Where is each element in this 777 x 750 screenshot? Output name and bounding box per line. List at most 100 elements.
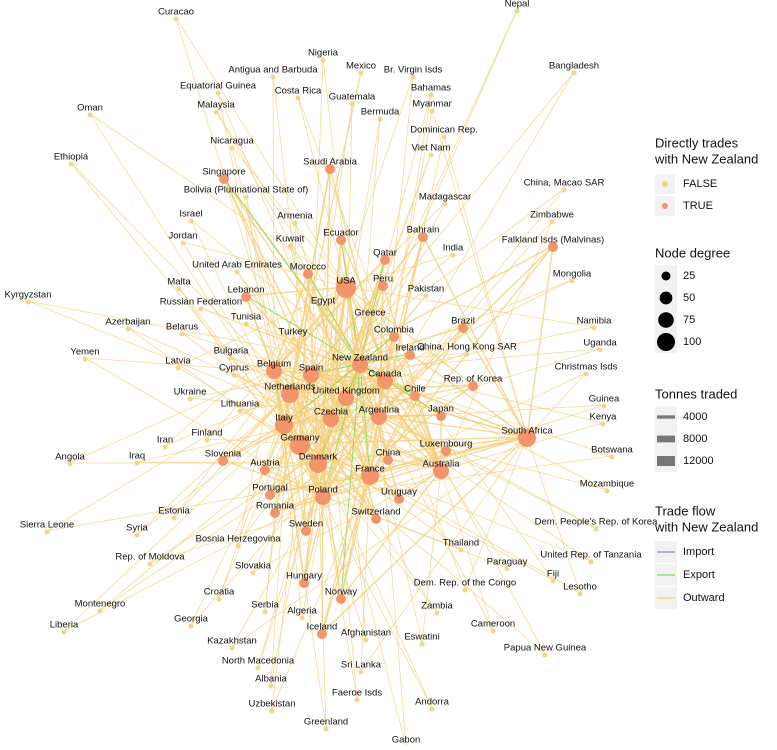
node — [266, 363, 282, 379]
edge — [310, 58, 324, 375]
edge — [384, 379, 613, 457]
node-label: Ireland — [395, 343, 424, 354]
node-label: Tunisia — [231, 312, 262, 323]
edge-export — [317, 363, 361, 464]
edge — [317, 462, 327, 729]
node — [323, 411, 339, 427]
legend-title: Tonnes traded — [655, 386, 737, 401]
node-label: Kuwait — [276, 234, 305, 245]
node — [275, 416, 293, 434]
edge — [283, 279, 573, 425]
edge — [301, 396, 347, 618]
node-label: Egypt — [311, 296, 336, 307]
legend-swatch — [662, 203, 668, 209]
node — [292, 220, 298, 226]
edge — [384, 379, 528, 438]
node-label: Belgium — [257, 359, 291, 370]
node-label: Angola — [55, 452, 85, 463]
node-label: Azerbaijan — [106, 317, 151, 328]
edge — [136, 417, 332, 463]
node — [68, 161, 74, 167]
edge — [359, 363, 608, 491]
node — [215, 90, 221, 96]
edge — [384, 379, 466, 590]
node — [171, 515, 177, 521]
node-label: Montenegro — [75, 599, 126, 610]
node-label: Norway — [325, 587, 357, 598]
edge — [359, 363, 423, 644]
edge-export — [359, 363, 371, 476]
edge — [84, 357, 324, 497]
node — [458, 323, 468, 333]
edge — [345, 286, 474, 386]
node — [514, 8, 520, 14]
node — [219, 174, 229, 184]
edge — [330, 417, 358, 700]
node-label: Bahamas — [411, 83, 451, 94]
node — [367, 317, 373, 323]
node-label: Bulgaria — [214, 346, 250, 357]
edge — [269, 373, 312, 495]
node-label: United Rep. of Tanzania — [540, 550, 642, 561]
edge — [270, 392, 291, 686]
node-label: Uruguay — [381, 487, 417, 498]
node-label: Faeroe Isds — [332, 688, 382, 699]
node-label: Brazil — [451, 316, 475, 327]
edge — [330, 238, 342, 419]
node — [320, 57, 326, 63]
node — [358, 70, 364, 76]
node — [377, 373, 393, 389]
edge — [440, 469, 494, 631]
node — [265, 490, 275, 500]
edge — [345, 258, 386, 398]
node-label: Guinea — [589, 394, 620, 405]
node — [383, 455, 393, 465]
node — [405, 350, 415, 360]
node-label: Argentina — [359, 405, 400, 416]
edge — [231, 379, 386, 648]
node-label: Lebanon — [228, 285, 265, 296]
node — [410, 74, 416, 80]
node-label: Cameroon — [471, 619, 515, 630]
legend: Directly trades with New Zealand Node de… — [654, 135, 758, 609]
node — [591, 325, 597, 331]
node — [597, 347, 603, 353]
node-label: Turkey — [279, 327, 308, 338]
edge — [289, 384, 474, 394]
edge — [299, 443, 554, 581]
node — [434, 610, 440, 616]
edge-export — [245, 295, 361, 365]
edges — [27, 9, 613, 747]
node — [173, 16, 179, 22]
legend-title: Directly trades — [655, 135, 739, 150]
edge — [271, 474, 371, 711]
edge — [70, 162, 319, 464]
edge — [345, 253, 454, 288]
node — [134, 532, 140, 538]
node — [134, 460, 140, 466]
node-label: Japan — [428, 404, 454, 415]
node-label: Iraq — [129, 451, 145, 462]
node — [268, 683, 274, 689]
node — [600, 421, 606, 427]
node-label: Iran — [157, 435, 173, 446]
node-label: Mexico — [346, 61, 376, 72]
node-label: Slovakia — [235, 561, 272, 572]
node-label: Portugal — [252, 483, 287, 494]
edge — [345, 286, 595, 328]
node — [61, 629, 67, 635]
node — [241, 292, 251, 302]
node — [290, 336, 296, 342]
node-label: Peru — [373, 274, 393, 285]
node-label: Ethiopia — [54, 152, 89, 163]
node — [418, 232, 428, 242]
edge — [181, 332, 371, 476]
node-label: Christmas Isds — [555, 362, 618, 373]
edge — [190, 373, 312, 626]
node-label: Uganda — [583, 338, 617, 349]
node — [609, 454, 615, 460]
edge — [310, 373, 597, 529]
edge — [526, 245, 554, 438]
legend-size — [658, 312, 674, 328]
edge — [369, 394, 416, 476]
